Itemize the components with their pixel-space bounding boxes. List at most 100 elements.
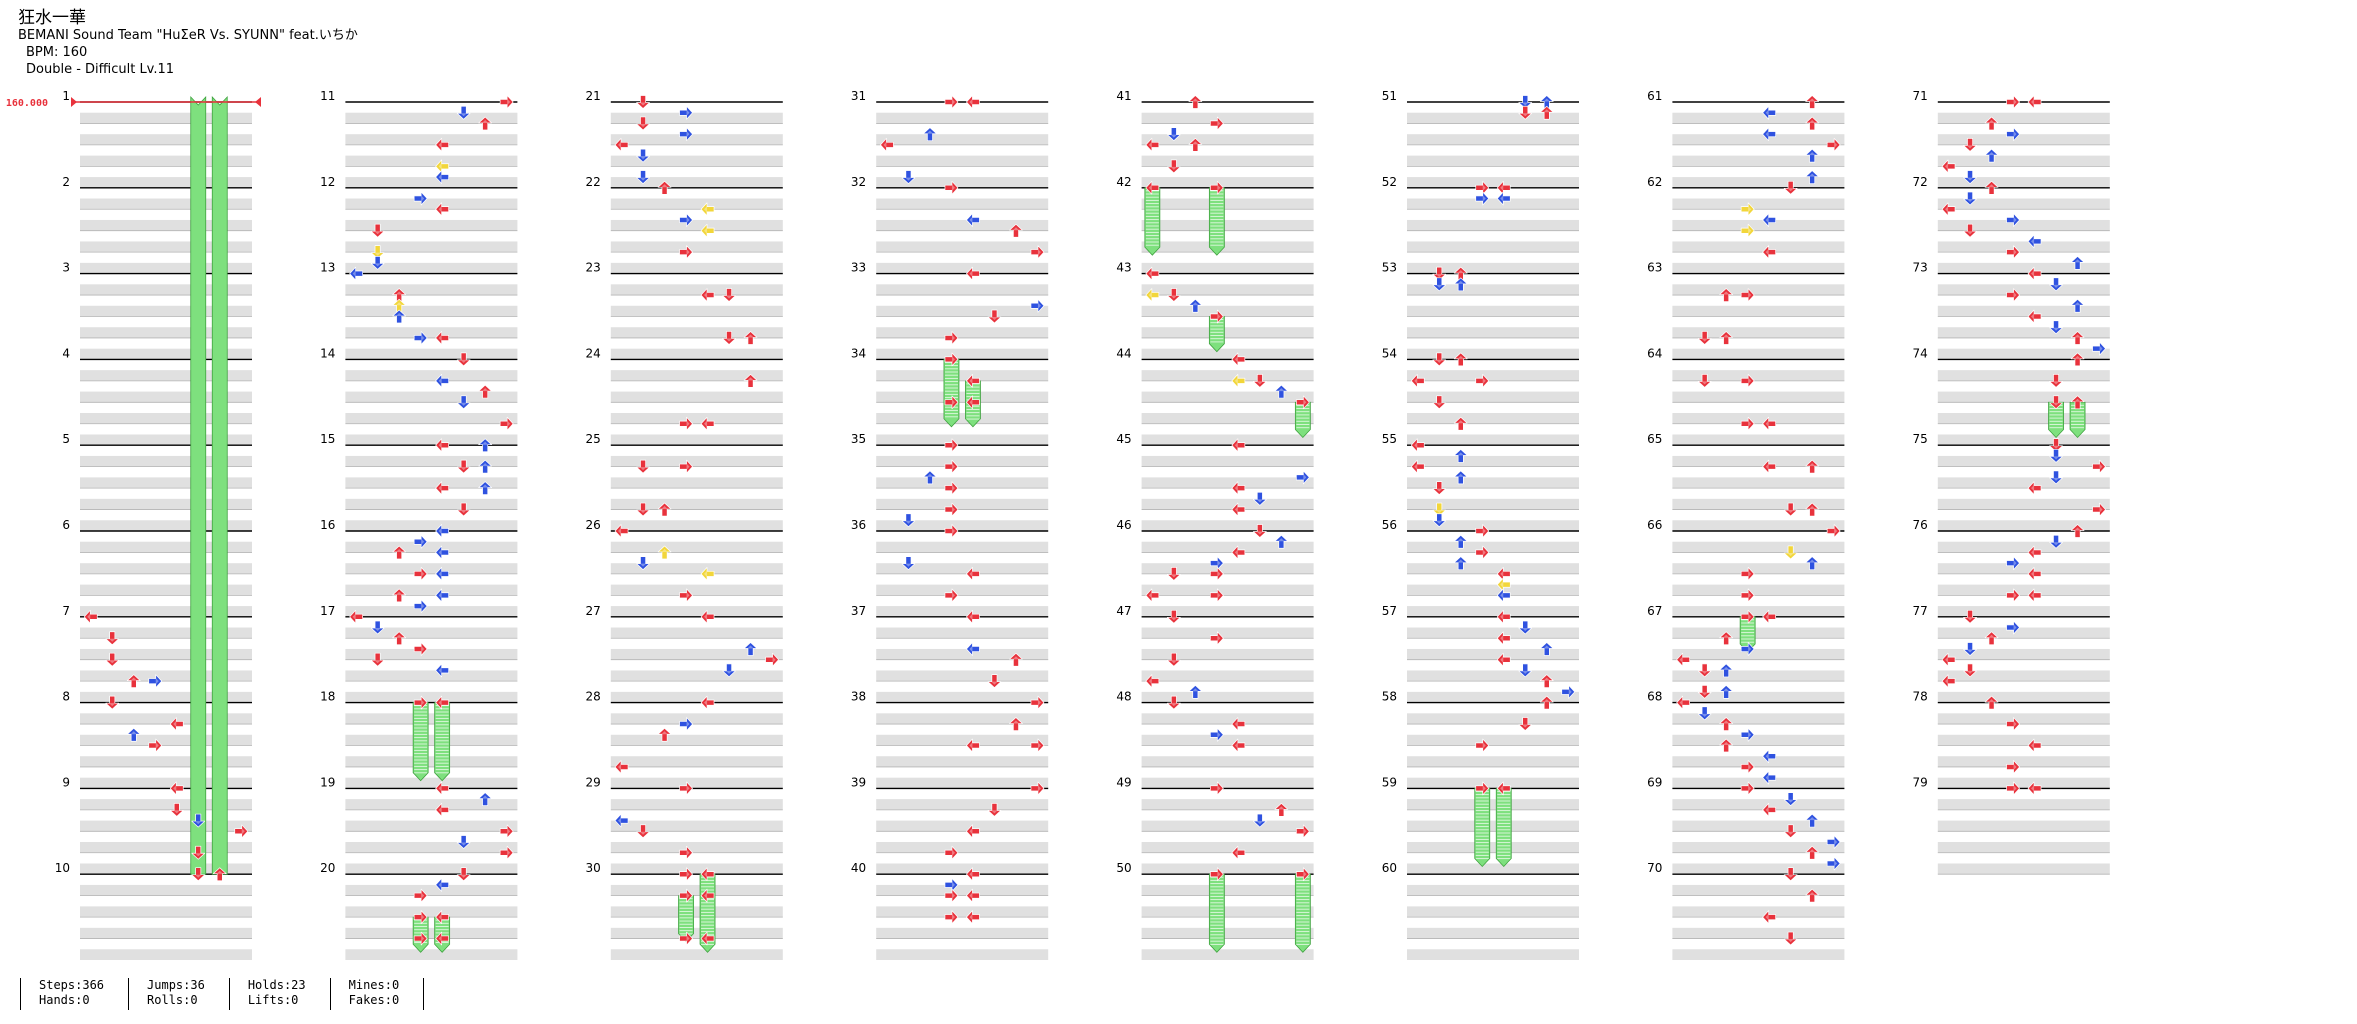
measure-79: [1937, 787, 2110, 875]
measure-47: [1141, 616, 1314, 703]
measure-number: 36: [851, 518, 866, 532]
measure-number: 73: [1913, 261, 1928, 275]
measure-number: 14: [320, 346, 335, 360]
measure-7: [80, 616, 252, 703]
measure-63: [1672, 272, 1845, 360]
measure-29: [610, 787, 783, 875]
measure-number: 59: [1382, 775, 1397, 789]
measure-69: [1672, 787, 1845, 875]
stat-value: Lifts:0: [247, 993, 299, 1007]
measure-number: 74: [1913, 346, 1928, 360]
measure-number: 19: [320, 775, 335, 789]
hold-note: [434, 702, 451, 782]
measure-number: 24: [586, 346, 601, 360]
measure-36: [876, 530, 1049, 617]
measure-8: [80, 701, 252, 789]
hold-note: [1144, 187, 1161, 256]
hold-note: [434, 916, 451, 953]
stat-value: Fakes:0: [348, 993, 400, 1007]
hold-note: [678, 895, 694, 943]
stat-value: Jumps:36: [147, 978, 205, 992]
measure-number: 27: [586, 604, 601, 618]
measure-number: 15: [320, 432, 335, 446]
measure-number: 78: [1913, 690, 1928, 704]
measure-number: 29: [586, 775, 601, 789]
measure-number: 37: [851, 604, 866, 618]
measure-number: 65: [1647, 432, 1662, 446]
measure-70: [1672, 873, 1845, 960]
measure-30: [610, 873, 783, 960]
measure-number: 21: [586, 89, 601, 103]
measure-number: 33: [851, 261, 866, 275]
measure-28: [610, 701, 783, 789]
song-artist: BEMANI Sound Team "HuΣeR Vs. SYUNN" feat…: [18, 28, 358, 43]
measure-number: 23: [586, 261, 601, 275]
stats-group: Mines:0 Fakes:0: [329, 978, 425, 1010]
measure-14: [345, 358, 518, 446]
measure-75: [1937, 444, 2110, 531]
bpm-marker-left: [71, 97, 77, 107]
measure-55: [1407, 444, 1579, 531]
measure-number: 68: [1647, 690, 1662, 704]
measure-11: [345, 101, 518, 188]
measure-number: 12: [320, 175, 335, 189]
measure-56: [1407, 530, 1579, 617]
measure-51: [1407, 101, 1579, 188]
measure-78: [1937, 701, 2110, 789]
measure-number: 56: [1382, 518, 1397, 532]
bpm-value: 160.000: [6, 98, 48, 109]
hold-note: [1474, 788, 1491, 868]
measure-15: [345, 444, 518, 531]
measure-number: 34: [851, 346, 866, 360]
measure-number: 22: [586, 175, 601, 189]
measure-number: 11: [320, 89, 335, 103]
difficulty-label: Double - Difficult Lv.11: [26, 62, 175, 77]
measure-number: 79: [1913, 775, 1928, 789]
measure-58: [1407, 701, 1579, 789]
measure-number: 3: [62, 261, 70, 275]
measure-66: [1672, 530, 1845, 617]
measure-number: 26: [586, 518, 601, 532]
measure-number: 50: [1116, 861, 1131, 875]
stat-value: Rolls:0: [147, 993, 198, 1007]
measure-61: [1672, 101, 1845, 188]
measure-18: [345, 701, 518, 789]
measure-number: 32: [851, 175, 866, 189]
measure-number: 72: [1913, 175, 1928, 189]
measure-72: [1937, 187, 2110, 274]
hold-note: [1208, 316, 1225, 353]
measure-number: 48: [1116, 690, 1131, 704]
measure-number: 75: [1913, 432, 1928, 446]
measure-number: 62: [1647, 175, 1662, 189]
chart-header: 狂水一華 BEMANI Sound Team "HuΣeR Vs. SYUNN"…: [18, 10, 358, 78]
measure-number: 64: [1647, 346, 1662, 360]
measure-number: 13: [320, 261, 335, 275]
measure-2: [80, 187, 252, 274]
measure-number: 2: [62, 175, 70, 189]
bpm-label: BPM: 160: [26, 45, 88, 60]
measure-3: [80, 272, 252, 360]
measure-number: 9: [62, 775, 70, 789]
hold-note: [1739, 616, 1756, 653]
step-chart: 1234567891011121314151617181920212223242…: [6, 89, 2110, 960]
measure-45: [1141, 444, 1314, 531]
measure-38: [876, 701, 1049, 789]
measure-1: [80, 101, 252, 188]
measure-number: 61: [1647, 89, 1662, 103]
measure-73: [1937, 272, 2110, 360]
measure-24: [610, 358, 783, 446]
measure-77: [1937, 616, 2110, 703]
measure-27: [610, 616, 783, 703]
measure-76: [1937, 530, 2110, 617]
hold-note: [211, 95, 228, 875]
measure-number: 58: [1382, 690, 1397, 704]
hold-note: [1294, 873, 1311, 953]
measure-number: 60: [1382, 861, 1397, 875]
hold-note: [1208, 873, 1225, 953]
measure-number: 20: [320, 861, 335, 875]
measure-25: [610, 444, 783, 531]
measure-21: [610, 101, 783, 188]
measure-number: 45: [1116, 432, 1131, 446]
measure-23: [610, 272, 783, 360]
measure-number: 41: [1116, 89, 1131, 103]
